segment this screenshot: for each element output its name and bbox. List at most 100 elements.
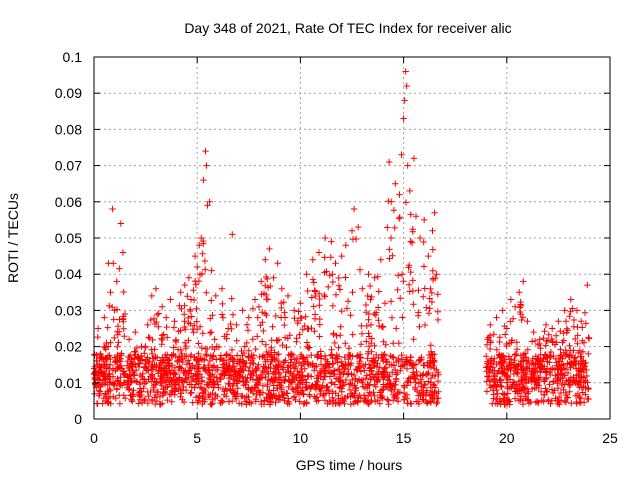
roti-point-bg [187, 306, 194, 313]
x-tick-label: 25 [602, 430, 618, 446]
roti-point-bg [356, 266, 364, 273]
roti-point-bg [192, 394, 200, 401]
roti-point-bg [516, 308, 524, 316]
roti-point-bg [557, 328, 564, 335]
roti-point-bg [528, 359, 536, 367]
roti-point-bg [387, 298, 395, 305]
roti-point-bg [415, 287, 422, 294]
roti-point-bg [156, 393, 164, 400]
roti-point-bg [195, 340, 202, 347]
roti-point-bg [182, 367, 189, 374]
roti-point-bg [309, 360, 316, 367]
roti-point-bg [427, 342, 434, 349]
roti-point-bg [296, 331, 303, 338]
roti-point-bg [160, 331, 167, 338]
roti-point-bg [509, 381, 516, 388]
roti-point-bg [329, 394, 336, 401]
roti-point-bg [281, 377, 288, 384]
roti-point-bg [198, 378, 206, 385]
roti-point-bg [149, 350, 156, 358]
roti-point-bg [126, 372, 133, 380]
roti-point-bg [524, 385, 531, 393]
roti-point-bg [223, 359, 230, 367]
roti-point-bg [420, 263, 428, 270]
roti-point [291, 307, 298, 314]
roti-point-bg [546, 381, 553, 388]
roti-point-bg [196, 392, 203, 399]
roti-point-bg [374, 370, 382, 377]
roti-point-bg [105, 399, 112, 407]
roti-point-bg [384, 384, 392, 392]
roti-point [233, 321, 240, 329]
roti-point-bg [328, 346, 335, 353]
roti-point-bg [173, 376, 181, 384]
roti-point-bg [157, 368, 165, 375]
roti-point-bg [217, 397, 225, 404]
roti-point-bg [185, 357, 192, 364]
roti-point-bg [112, 395, 119, 402]
roti-point [203, 162, 210, 169]
roti-point-bg [323, 268, 330, 275]
roti-point-bg [359, 383, 367, 390]
roti-point-bg [187, 390, 194, 397]
roti-point-bg [555, 358, 562, 365]
roti-point-bg [191, 322, 198, 329]
roti-point-bg [566, 388, 573, 395]
roti-point-bg [311, 367, 318, 374]
y-tick-label: 0.1 [63, 49, 83, 65]
roti-point-bg [331, 381, 339, 388]
roti-point-bg [426, 359, 433, 366]
roti-point-bg [106, 371, 113, 378]
roti-point [332, 260, 339, 267]
roti-point-bg [552, 332, 560, 339]
roti-point-bg [365, 330, 372, 337]
roti-point-bg [309, 382, 316, 389]
roti-point-bg [192, 381, 200, 388]
roti-point-bg [319, 392, 327, 399]
roti-point-bg [242, 398, 250, 405]
roti-point-bg [394, 398, 402, 405]
roti-point-bg [564, 360, 571, 367]
roti-point-bg [548, 335, 555, 343]
roti-point-bg [520, 384, 528, 392]
roti-point [119, 249, 127, 256]
roti-point [338, 252, 345, 260]
roti-point-bg [272, 312, 279, 320]
roti-point [121, 310, 129, 318]
roti-point-bg [544, 337, 552, 344]
roti-point-bg [425, 310, 433, 317]
roti-point [309, 256, 316, 263]
roti-point-bg [208, 297, 215, 304]
roti-point-bg [179, 379, 186, 386]
roti-point [416, 234, 424, 242]
data-markers [90, 68, 593, 408]
roti-point-bg [313, 362, 320, 370]
roti-point-bg [504, 390, 511, 397]
roti-point-bg [370, 358, 377, 366]
roti-point-bg [434, 291, 441, 298]
roti-point-bg [198, 344, 206, 352]
roti-point-bg [125, 353, 132, 361]
roti-point-bg [434, 398, 441, 406]
roti-point [433, 271, 440, 278]
roti-point-bg [506, 356, 513, 363]
roti-point [208, 267, 215, 274]
roti-point-bg [275, 361, 283, 368]
roti-point [530, 328, 537, 336]
roti-point-bg [129, 360, 136, 368]
roti-point-bg [131, 370, 138, 378]
roti-point [144, 321, 151, 329]
roti-point-bg [513, 339, 520, 346]
roti-point-bg [182, 375, 189, 382]
roti-point-bg [192, 372, 199, 379]
roti-point-bg [433, 366, 440, 374]
roti-point-bg [240, 349, 248, 357]
roti-point-bg [375, 304, 382, 311]
roti-point-bg [359, 376, 367, 383]
roti-point-bg [388, 314, 396, 321]
roti-point-bg [135, 400, 142, 407]
roti-point-bg [100, 343, 108, 351]
roti-point-bg [434, 316, 442, 324]
roti-point-bg [316, 385, 323, 392]
roti-point-bg [301, 399, 308, 407]
